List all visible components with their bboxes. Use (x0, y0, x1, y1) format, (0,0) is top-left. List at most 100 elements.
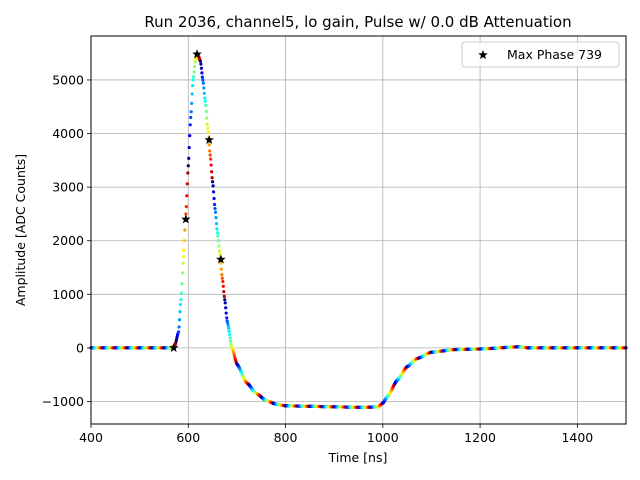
waveform-point (208, 153, 212, 157)
waveform-point (210, 176, 214, 180)
waveform-point (199, 62, 203, 66)
waveform-point (210, 170, 214, 174)
waveform-point (182, 248, 186, 252)
waveform-point (178, 310, 182, 314)
x-axis: 400 600 800 1000 1200 1400 (79, 424, 593, 445)
waveform-point (220, 276, 224, 280)
plot-frame (90, 35, 627, 425)
waveform-point (228, 336, 232, 340)
waveform-point (222, 290, 226, 294)
legend-entry-label: Max Phase 739 (507, 47, 602, 62)
waveform-point (208, 149, 212, 153)
waveform-point (212, 202, 217, 207)
legend-box (461, 41, 620, 68)
waveform-point (217, 249, 221, 253)
waveform-point (185, 194, 189, 198)
waveform-point (187, 156, 191, 160)
waveform-point (187, 145, 191, 150)
waveform-point (186, 164, 190, 168)
waveform-point (220, 272, 224, 277)
y-axis-label: Amplitude [ADC Counts] (13, 154, 28, 306)
y-tick-label: 1000 (52, 287, 84, 302)
waveform-point (204, 109, 208, 114)
waveform-point (213, 210, 218, 214)
waveform-point (180, 271, 185, 275)
waveform-point (205, 116, 209, 120)
x-tick-label: 400 (79, 430, 103, 445)
waveform-point (188, 133, 192, 138)
waveform-point (216, 239, 221, 243)
waveform-point (179, 291, 184, 295)
waveform-point (183, 228, 187, 232)
waveform-point (200, 75, 204, 79)
waveform-point (203, 99, 207, 103)
waveform-point (201, 81, 205, 85)
waveform-point (224, 306, 228, 310)
y-tick-label: 0 (76, 340, 84, 355)
waveform-point (178, 302, 183, 307)
waveform-point (177, 318, 182, 322)
waveform-point (198, 59, 203, 63)
waveform-point (186, 171, 190, 175)
waveform-point (217, 244, 221, 248)
waveform-point (224, 311, 228, 315)
waveform-point (202, 91, 206, 95)
waveform-point (219, 267, 223, 271)
waveform-point (206, 130, 210, 134)
waveform-point (226, 323, 230, 327)
legend-star-marker (478, 50, 488, 60)
max-phase-star (192, 49, 202, 59)
waveform-point (210, 180, 215, 184)
waveform-point (219, 261, 223, 265)
chart-title: Run 2036, channel5, lo gain, Pulse w/ 0.… (144, 13, 571, 31)
waveform-point (221, 279, 225, 284)
x-tick-label: 800 (274, 430, 298, 445)
waveform-point (202, 86, 206, 90)
waveform-point (189, 110, 193, 114)
waveform-point (191, 84, 195, 88)
waveform-point (200, 71, 204, 75)
y-tick-label: 4000 (52, 126, 84, 141)
waveform-point (179, 298, 183, 302)
max-phase-star (204, 134, 214, 145)
waveform-point (227, 329, 231, 333)
waveform-point (218, 252, 222, 256)
waveform-point (181, 261, 185, 265)
waveform-point (211, 190, 216, 194)
x-tick-label: 600 (176, 430, 200, 445)
waveform-point (177, 325, 181, 329)
waveform-point (222, 294, 226, 299)
max-phase-stars (168, 49, 226, 352)
y-tick-label: 3000 (52, 180, 84, 195)
y-axis: −1000 0 1000 2000 3000 4000 5000 (42, 72, 91, 409)
waveform-point (212, 196, 216, 201)
y-tick-label: −1000 (42, 394, 84, 409)
waveform-point (228, 332, 232, 337)
waveform-point (193, 64, 197, 69)
waveform-point (190, 92, 194, 96)
max-phase-star (216, 254, 226, 264)
waveform-point (176, 330, 181, 334)
waveform-point (214, 216, 218, 220)
waveform-point (188, 123, 192, 127)
y-tick-label: 2000 (52, 233, 84, 248)
waveform-point (207, 143, 211, 147)
waveform-point (215, 231, 220, 235)
waveform-point (199, 66, 203, 70)
waveform-point (216, 234, 220, 238)
waveform-point (211, 184, 215, 188)
waveform-point (182, 239, 186, 243)
waveform-point (209, 163, 213, 167)
waveform-point (180, 281, 184, 286)
y-tick-label: 5000 (52, 72, 84, 87)
waveform-point (203, 96, 207, 100)
waveform-point (184, 204, 188, 209)
waveform-point (192, 75, 196, 79)
waveform-point (213, 206, 217, 211)
x-tick-label: 1400 (561, 430, 593, 445)
waveform-point (225, 316, 229, 320)
waveform-point (191, 78, 195, 82)
waveform-point (227, 326, 231, 330)
waveform-point (215, 227, 219, 231)
waveform-point (193, 60, 197, 64)
